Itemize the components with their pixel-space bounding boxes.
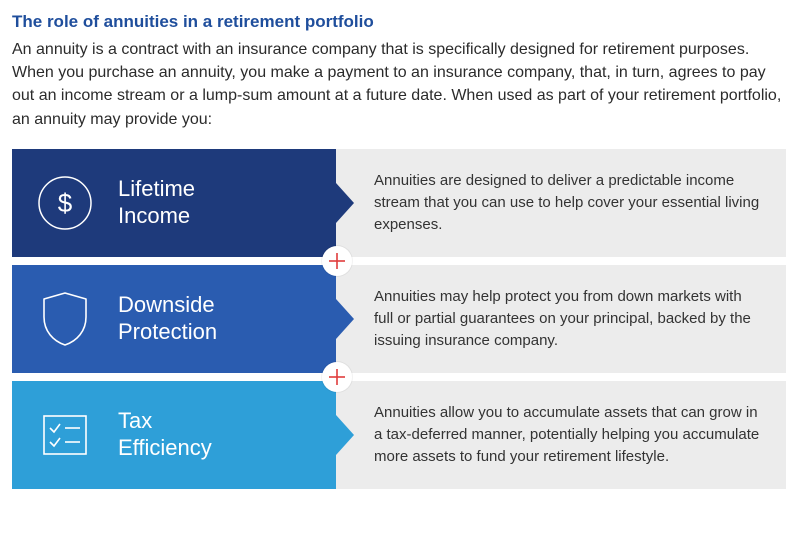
benefits-list: $ LifetimeIncome Annuities are designed … [12,149,786,497]
plus-icon [322,246,352,276]
benefit-description: Annuities allow you to accumulate assets… [336,381,786,489]
benefit-description: Annuities may help protect you from down… [336,265,786,373]
arrow-icon [336,299,354,339]
benefit-row: TaxEfficiency Annuities allow you to acc… [12,381,786,497]
benefit-tile-tax-efficiency: TaxEfficiency [12,381,337,489]
plus-icon [322,362,352,392]
shield-icon [34,288,96,350]
benefit-row: $ LifetimeIncome Annuities are designed … [12,149,786,265]
benefit-label: DownsideProtection [118,292,217,345]
svg-text:$: $ [58,188,73,218]
arrow-icon [336,415,354,455]
checklist-icon [34,404,96,466]
benefit-label: TaxEfficiency [118,408,212,461]
benefit-description: Annuities are designed to deliver a pred… [336,149,786,257]
dollar-circle-icon: $ [34,172,96,234]
arrow-icon [336,183,354,223]
benefit-tile-downside-protection: DownsideProtection [12,265,337,373]
benefit-tile-lifetime-income: $ LifetimeIncome [12,149,337,257]
page-title: The role of annuities in a retirement po… [12,12,786,32]
intro-paragraph: An annuity is a contract with an insuran… [12,38,782,131]
benefit-label: LifetimeIncome [118,176,195,229]
benefit-row: DownsideProtection Annuities may help pr… [12,265,786,381]
